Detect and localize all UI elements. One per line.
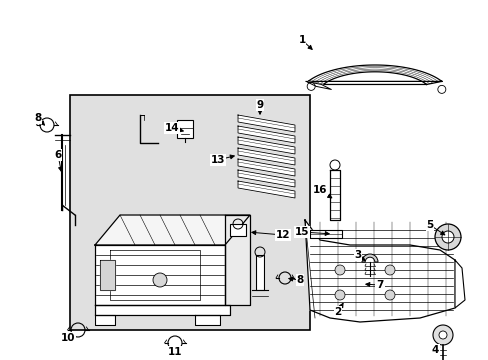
- Polygon shape: [305, 81, 331, 90]
- Circle shape: [153, 273, 167, 287]
- Polygon shape: [305, 220, 454, 322]
- Polygon shape: [329, 170, 339, 220]
- Polygon shape: [224, 215, 249, 305]
- Polygon shape: [238, 181, 294, 198]
- Text: 1: 1: [298, 35, 305, 45]
- Polygon shape: [95, 215, 249, 245]
- Circle shape: [438, 331, 446, 339]
- Text: 11: 11: [167, 347, 182, 357]
- Polygon shape: [195, 315, 220, 325]
- Polygon shape: [95, 305, 229, 315]
- Circle shape: [334, 290, 345, 300]
- Circle shape: [441, 231, 453, 243]
- Circle shape: [432, 325, 452, 345]
- Circle shape: [384, 265, 394, 275]
- Bar: [229, 224, 245, 236]
- Polygon shape: [238, 170, 294, 187]
- Polygon shape: [309, 230, 341, 238]
- Text: 15: 15: [294, 227, 308, 237]
- Polygon shape: [238, 159, 294, 176]
- Polygon shape: [95, 245, 224, 305]
- Polygon shape: [238, 148, 294, 165]
- Text: 9: 9: [256, 100, 263, 110]
- Text: 8: 8: [34, 113, 41, 123]
- Bar: [177, 120, 193, 138]
- Text: 14: 14: [164, 123, 179, 133]
- Text: 8: 8: [296, 275, 303, 285]
- Text: 5: 5: [426, 220, 433, 230]
- Text: 7: 7: [376, 280, 383, 290]
- Polygon shape: [307, 65, 441, 85]
- Polygon shape: [256, 255, 264, 290]
- Text: 3: 3: [354, 250, 361, 260]
- Text: 16: 16: [312, 185, 326, 195]
- Text: 12: 12: [275, 230, 290, 240]
- Text: 13: 13: [210, 155, 225, 165]
- Text: 6: 6: [54, 150, 61, 160]
- Text: 4: 4: [430, 345, 438, 355]
- Polygon shape: [100, 260, 115, 290]
- Polygon shape: [238, 137, 294, 154]
- Circle shape: [384, 290, 394, 300]
- Bar: [70, 95, 309, 330]
- Polygon shape: [238, 126, 294, 143]
- Circle shape: [334, 265, 345, 275]
- Polygon shape: [95, 315, 115, 325]
- Text: 10: 10: [61, 333, 75, 343]
- Wedge shape: [361, 254, 377, 262]
- Polygon shape: [238, 115, 294, 132]
- Text: 2: 2: [334, 307, 341, 317]
- Circle shape: [434, 224, 460, 250]
- Polygon shape: [454, 260, 464, 308]
